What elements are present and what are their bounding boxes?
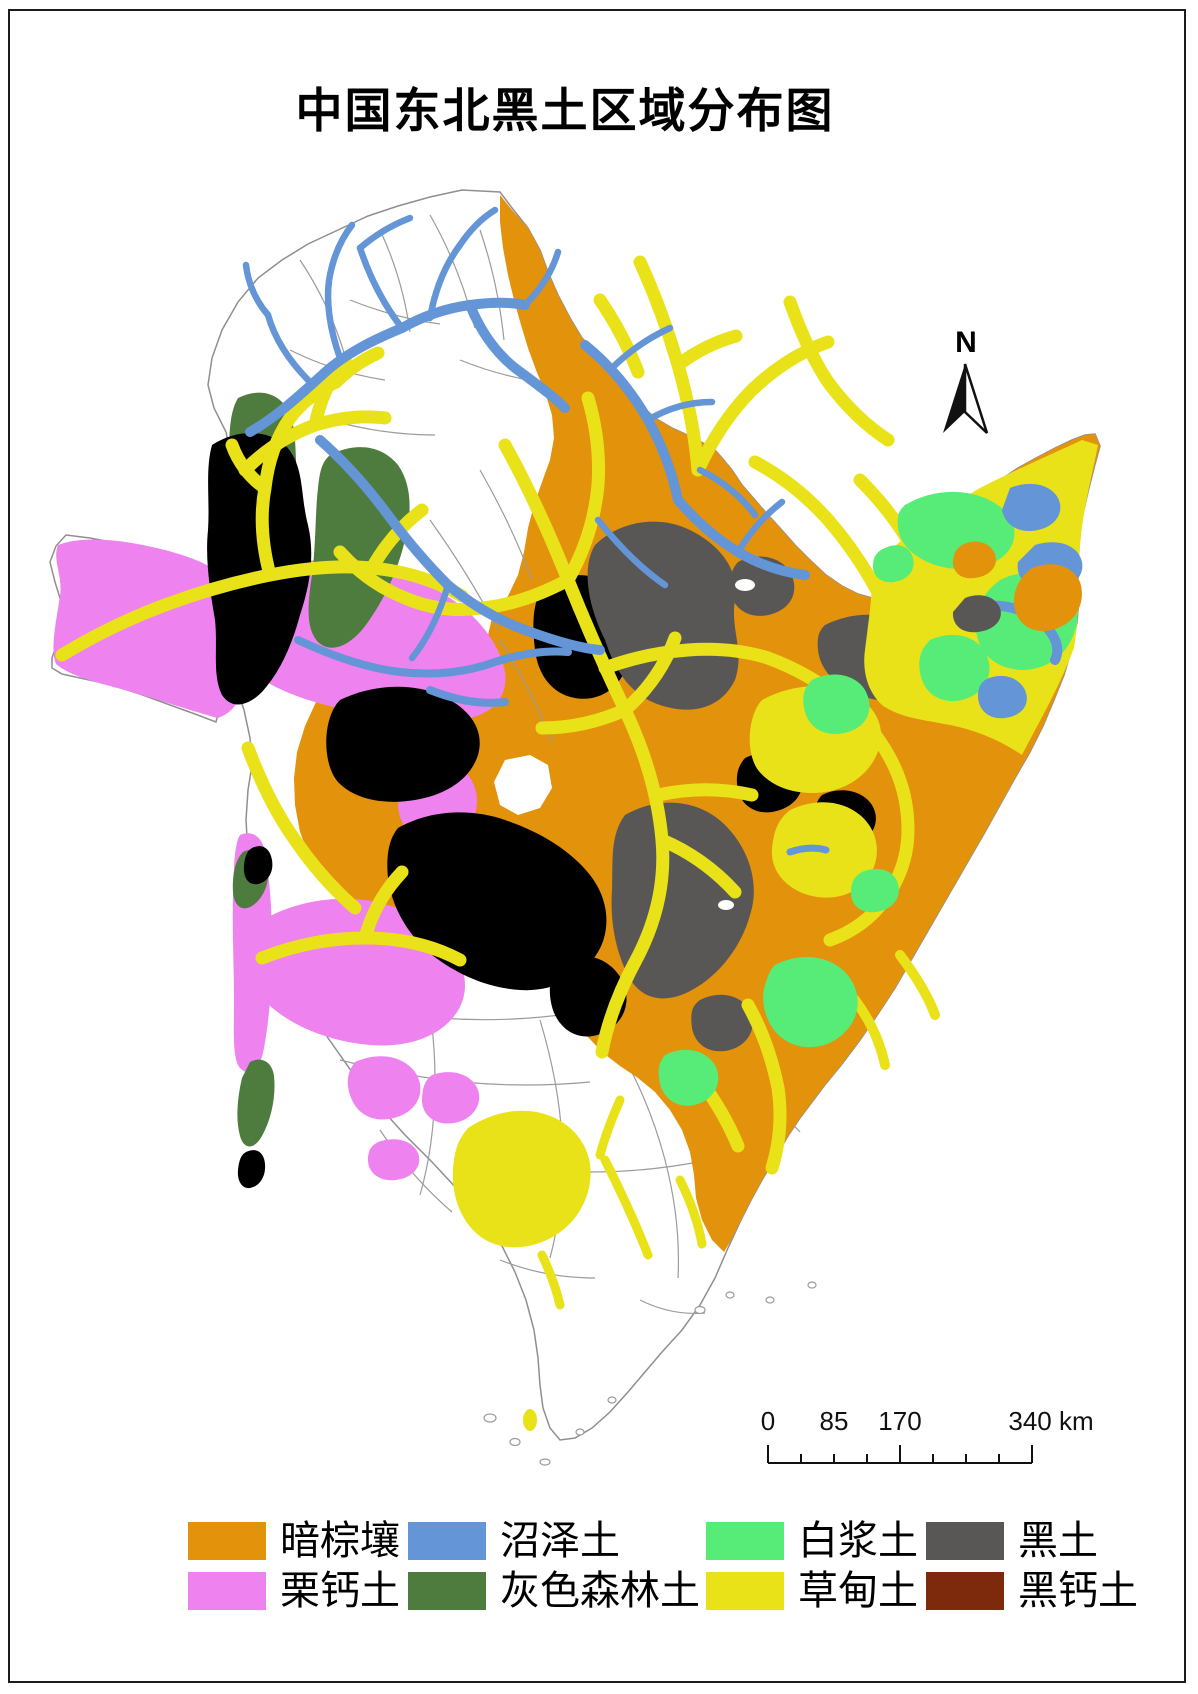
scale-label-0: 0 — [760, 1406, 776, 1436]
legend-item-meadow-soil: 草甸土 — [706, 1571, 918, 1611]
peninsula-meadow-patch — [523, 1409, 537, 1431]
islands — [483, 1281, 817, 1466]
legend-label-chernozem-soil: 黑钙土 — [1018, 1568, 1138, 1613]
soil-layer-meadow-veins — [55, 255, 940, 1310]
north-arrow-label: N — [955, 326, 977, 359]
legend-swatch-gray-forest-soil — [408, 1572, 486, 1610]
scale-label-340km: 340 km — [1008, 1406, 1094, 1436]
lakes — [718, 579, 755, 910]
legend-label-dark-brown-earth: 暗棕壤 — [280, 1518, 400, 1563]
legend-label-black-soil: 黑土 — [1018, 1518, 1098, 1563]
scale-label-170: 170 — [878, 1406, 922, 1436]
legend-item-chernozem-soil: 黑钙土 — [926, 1571, 1138, 1611]
legend-item-marsh-soil: 沼泽土 — [408, 1521, 620, 1561]
legend-item-chestnut-soil: 栗钙土 — [188, 1571, 400, 1611]
legend-swatch-black-soil — [926, 1522, 1004, 1560]
legend-swatch-albic-soil — [706, 1522, 784, 1560]
legend-swatch-marsh-soil — [408, 1522, 486, 1560]
legend-label-meadow-soil: 草甸土 — [798, 1568, 918, 1613]
legend-label-albic-soil: 白浆土 — [798, 1518, 918, 1563]
scale-bar-ticks — [767, 1445, 1033, 1464]
soil-layer-dark-brown-earth — [294, 195, 1100, 1252]
legend-label-marsh-soil: 沼泽土 — [500, 1518, 620, 1563]
legend-swatch-chestnut-soil — [188, 1572, 266, 1610]
soil-layer-horn-patches — [952, 541, 1082, 633]
scale-bar: 0 85 170 340 km — [758, 1406, 1094, 1470]
legend-swatch-dark-brown-earth — [188, 1522, 266, 1560]
legend-item-dark-brown-earth: 暗棕壤 — [188, 1521, 400, 1561]
legend-swatch-chernozem-soil — [926, 1572, 1004, 1610]
soil-layer-marsh — [242, 206, 1083, 856]
map-title: 中国东北黑土区域分布图 — [295, 84, 835, 137]
north-arrow-icon — [943, 363, 989, 434]
legend-item-albic-soil: 白浆土 — [706, 1521, 918, 1561]
legend-item-gray-forest-soil: 灰色森林土 — [408, 1571, 700, 1611]
legend-item-black-soil: 黑土 — [926, 1521, 1098, 1561]
legend-swatch-meadow-soil — [706, 1572, 784, 1610]
scale-label-85: 85 — [819, 1406, 849, 1436]
legend-label-gray-forest-soil: 灰色森林土 — [500, 1568, 700, 1613]
legend-label-chestnut-soil: 栗钙土 — [280, 1568, 400, 1613]
